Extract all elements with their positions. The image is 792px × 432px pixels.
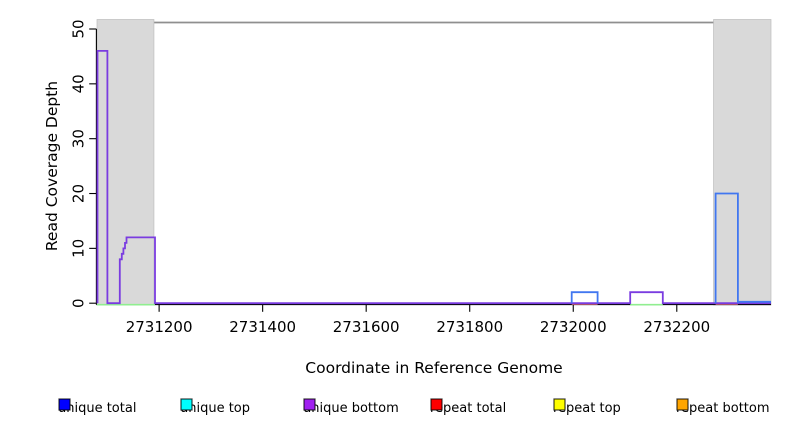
legend-item-repeat-total: repeat total bbox=[430, 398, 506, 418]
y-tick-label: 0 bbox=[70, 298, 88, 308]
left-masked-region bbox=[96, 19, 155, 306]
y-tick-label: 30 bbox=[70, 129, 88, 148]
legend-swatch-unique-top bbox=[180, 398, 193, 411]
legend-swatch-unique-total bbox=[58, 398, 71, 411]
y-tick-label: 20 bbox=[70, 184, 88, 203]
right-masked-region bbox=[713, 19, 772, 306]
x-tick-label: 2731200 bbox=[126, 318, 193, 336]
series-path-unique-total bbox=[570, 291, 599, 304]
legend-swatch-repeat-bottom bbox=[676, 398, 689, 411]
series-path-unique-total bbox=[714, 192, 739, 304]
x-axis-title: Coordinate in Reference Genome bbox=[305, 359, 562, 377]
legend-label: repeat total bbox=[430, 400, 507, 416]
legend-label: unique bottom bbox=[303, 400, 399, 416]
legend-item-unique-top: unique top bbox=[180, 398, 250, 418]
x-tick-label: 2731800 bbox=[436, 318, 503, 336]
legend-item-unique-bottom: unique bottom bbox=[303, 398, 399, 418]
legend-label: repeat bottom bbox=[676, 400, 770, 416]
y-tick-label: 50 bbox=[70, 19, 88, 38]
legend: unique total unique top unique bottom re… bbox=[0, 398, 792, 420]
legend-swatch-repeat-total bbox=[430, 398, 443, 411]
y-tick-label: 10 bbox=[70, 239, 88, 258]
series-path-unique-bottom bbox=[96, 50, 771, 305]
legend-label: unique total bbox=[58, 400, 137, 416]
x-tick-label: 2731400 bbox=[229, 318, 296, 336]
legend-item-unique-total: unique total bbox=[58, 398, 136, 418]
x-tick-label: 2731600 bbox=[333, 318, 400, 336]
legend-item-repeat-bottom: repeat bottom bbox=[676, 398, 770, 418]
y-axis-title: Read Coverage Depth bbox=[43, 81, 61, 251]
y-tick-label: 40 bbox=[70, 74, 88, 93]
x-tick-label: 2732200 bbox=[643, 318, 710, 336]
x-tick-label: 2732000 bbox=[540, 318, 607, 336]
legend-label: repeat top bbox=[553, 400, 621, 416]
legend-swatch-unique-bottom bbox=[303, 398, 316, 411]
legend-label: unique top bbox=[180, 400, 251, 416]
legend-swatch-repeat-top bbox=[553, 398, 566, 411]
legend-item-repeat-top: repeat top bbox=[553, 398, 621, 418]
